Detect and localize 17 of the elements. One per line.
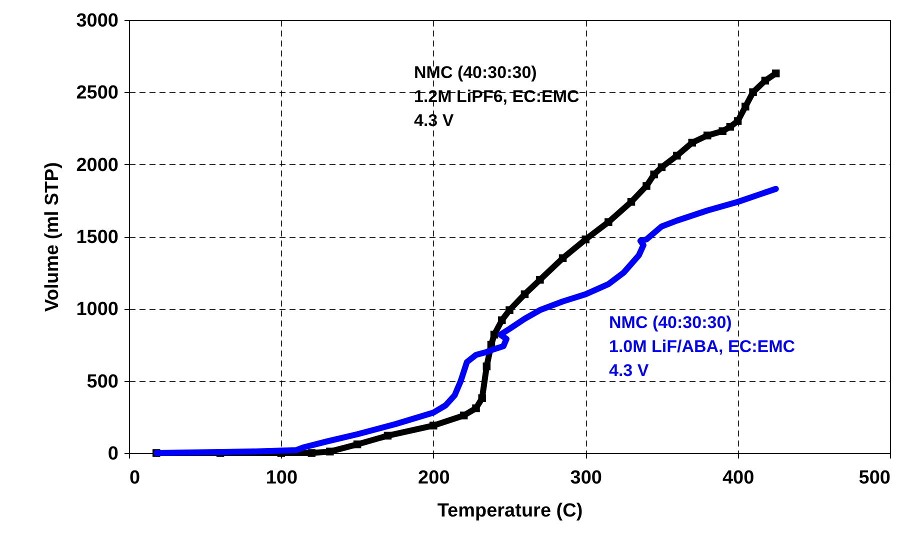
series-label: NMC (40:30:30) 1.0M LiF/ABA, EC:EMC 4.3 V bbox=[609, 313, 796, 380]
x-axis-title: Temperature (C) bbox=[437, 500, 583, 522]
y-tick-label: 2000 bbox=[76, 154, 118, 176]
y-tick-label: 1500 bbox=[76, 227, 118, 248]
x-tick-label: 100 bbox=[266, 468, 298, 488]
x-tick-label: 0 bbox=[130, 468, 140, 488]
x-tick-label: 200 bbox=[418, 468, 450, 488]
y-axis-title: Volume (ml STP) bbox=[42, 162, 64, 312]
x-tick-label: 300 bbox=[570, 468, 602, 488]
text: NMC (40:30:30) 1.2M LiPF6, EC:EMC 4.3 V bbox=[414, 63, 580, 130]
x-tick-label: 500 bbox=[858, 468, 890, 488]
y-tick-label: 3000 bbox=[76, 10, 118, 32]
x-tick-label: 400 bbox=[722, 468, 754, 488]
y-tick-label: 0 bbox=[108, 444, 118, 464]
y-tick-label: 1000 bbox=[76, 299, 118, 320]
y-tick-label: 2500 bbox=[76, 82, 118, 104]
y-tick-label: 500 bbox=[86, 371, 118, 392]
